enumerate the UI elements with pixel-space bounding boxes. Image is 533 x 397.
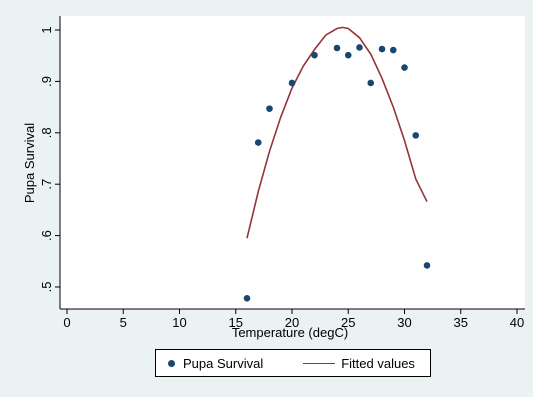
scatter-points-group: [243, 44, 431, 302]
x-tick-label: 5: [120, 315, 127, 330]
x-tick-label: 10: [172, 315, 186, 330]
fitted-values-line: [246, 26, 428, 239]
x-tick-label: 15: [229, 315, 243, 330]
axes-group: 0 5 10 15 20 25 30 35 40 .5 .6 .7 .8 .9 1: [39, 16, 525, 330]
scatter-point: [344, 51, 352, 59]
scatter-point: [254, 139, 262, 146]
x-axis-label: Temperature (degC): [232, 325, 348, 340]
legend-marker-icon: [168, 359, 175, 367]
x-tick-label: 25: [341, 315, 355, 330]
scatter-point: [356, 44, 363, 51]
scatter-point: [378, 45, 386, 53]
fit-line-group: [246, 26, 428, 239]
x-tick-label: 30: [397, 315, 411, 330]
legend-label-scatter: Pupa Survival: [183, 355, 264, 371]
scatter-point: [333, 44, 341, 52]
legend-line-icon: [303, 362, 336, 364]
scatter-point: [423, 262, 431, 269]
legend-item-scatter: Pupa Survival: [156, 356, 263, 371]
scatter-point: [266, 105, 273, 112]
y-tick-label: .8: [39, 127, 54, 138]
legend: Pupa Survival Fitted values: [155, 349, 431, 377]
x-tick-label: 0: [63, 315, 70, 330]
x-tick-label: 35: [454, 315, 468, 330]
y-axis-label: Pupa Survival: [22, 123, 37, 203]
y-tick-label: 1: [39, 26, 54, 33]
scatter-point: [288, 79, 296, 87]
y-tick-label: .9: [39, 76, 54, 87]
legend-item-line: Fitted values: [263, 356, 415, 371]
scatter-point: [389, 46, 397, 54]
y-tick-label: .6: [39, 230, 54, 241]
x-tick-label: 40: [510, 315, 524, 330]
scatter-point: [367, 79, 375, 87]
legend-label-line: Fitted values: [341, 355, 415, 371]
y-tick-label: .7: [39, 179, 54, 190]
scatter-point: [401, 64, 408, 71]
scatter-point: [412, 132, 420, 139]
plot-region: [60, 16, 525, 309]
scatter-point: [243, 295, 251, 302]
scatter-point: [311, 51, 318, 59]
x-tick-label: 20: [285, 315, 299, 330]
y-tick-label: .5: [39, 282, 54, 293]
